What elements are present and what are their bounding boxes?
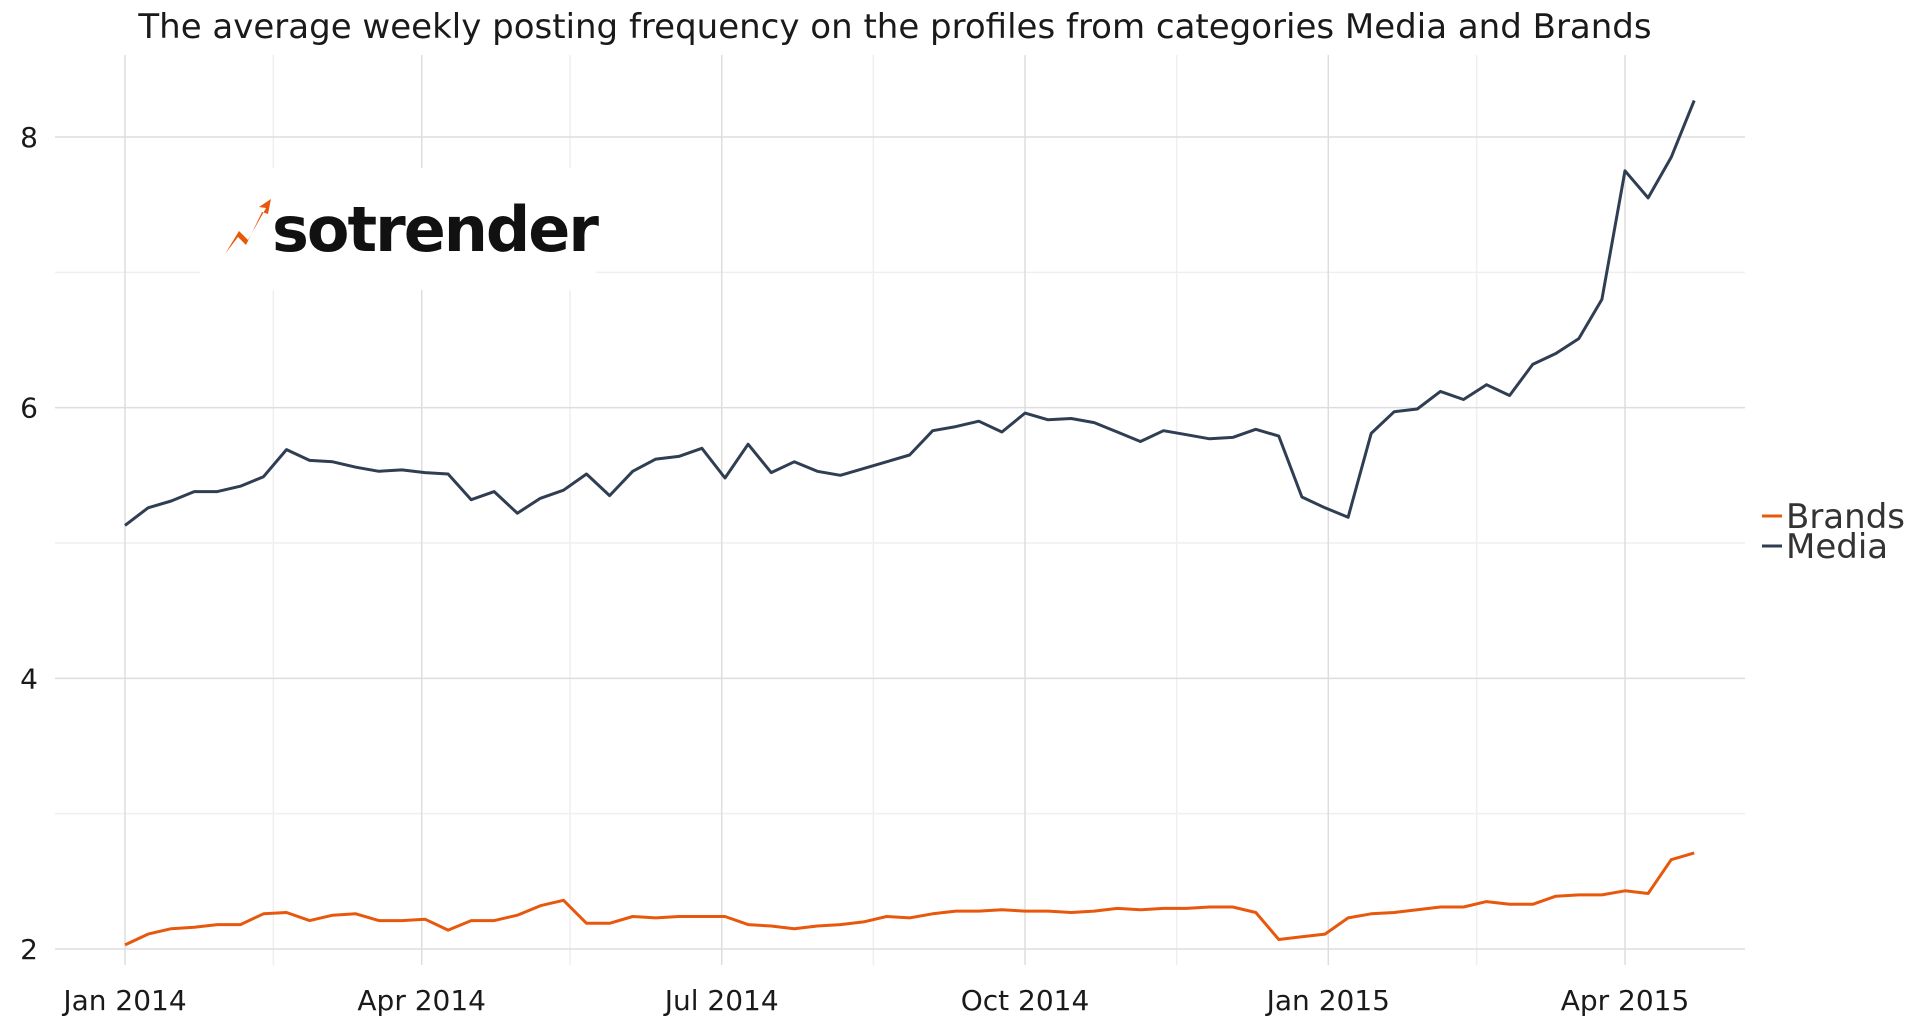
legend-label-brands: Brands xyxy=(1786,497,1905,537)
logo-wordmark: sotrender xyxy=(272,193,599,266)
chart-title: The average weekly posting frequency on … xyxy=(137,7,1651,47)
series-line-media xyxy=(124,99,1696,527)
y-tick-label: 4 xyxy=(20,662,38,695)
y-tick-label: 6 xyxy=(20,392,38,425)
x-tick-label: Jan 2015 xyxy=(1265,984,1390,1017)
logo-background xyxy=(200,168,596,290)
x-axis-tick-labels: Jan 2014 Apr 2014 Jul 2014 Oct 2014 Jan 2015… xyxy=(61,984,1689,1017)
series-line-brands xyxy=(124,851,1695,947)
y-tick-label: 2 xyxy=(20,933,38,966)
y-axis-tick-labels: 2 4 6 8 xyxy=(20,121,38,966)
sotrender-logo: sotrender xyxy=(200,168,601,290)
x-tick-label: Jul 2014 xyxy=(663,984,779,1017)
y-tick-label: 8 xyxy=(20,121,38,154)
x-tick-label: Apr 2015 xyxy=(1561,984,1690,1017)
lightning-arrow-icon xyxy=(225,199,271,254)
x-tick-label: Apr 2014 xyxy=(357,984,486,1017)
legend-label-media: Media xyxy=(1786,527,1888,567)
x-tick-label: Oct 2014 xyxy=(961,984,1090,1017)
x-tick-label: Jan 2014 xyxy=(61,984,186,1017)
series-lines xyxy=(124,99,1696,947)
